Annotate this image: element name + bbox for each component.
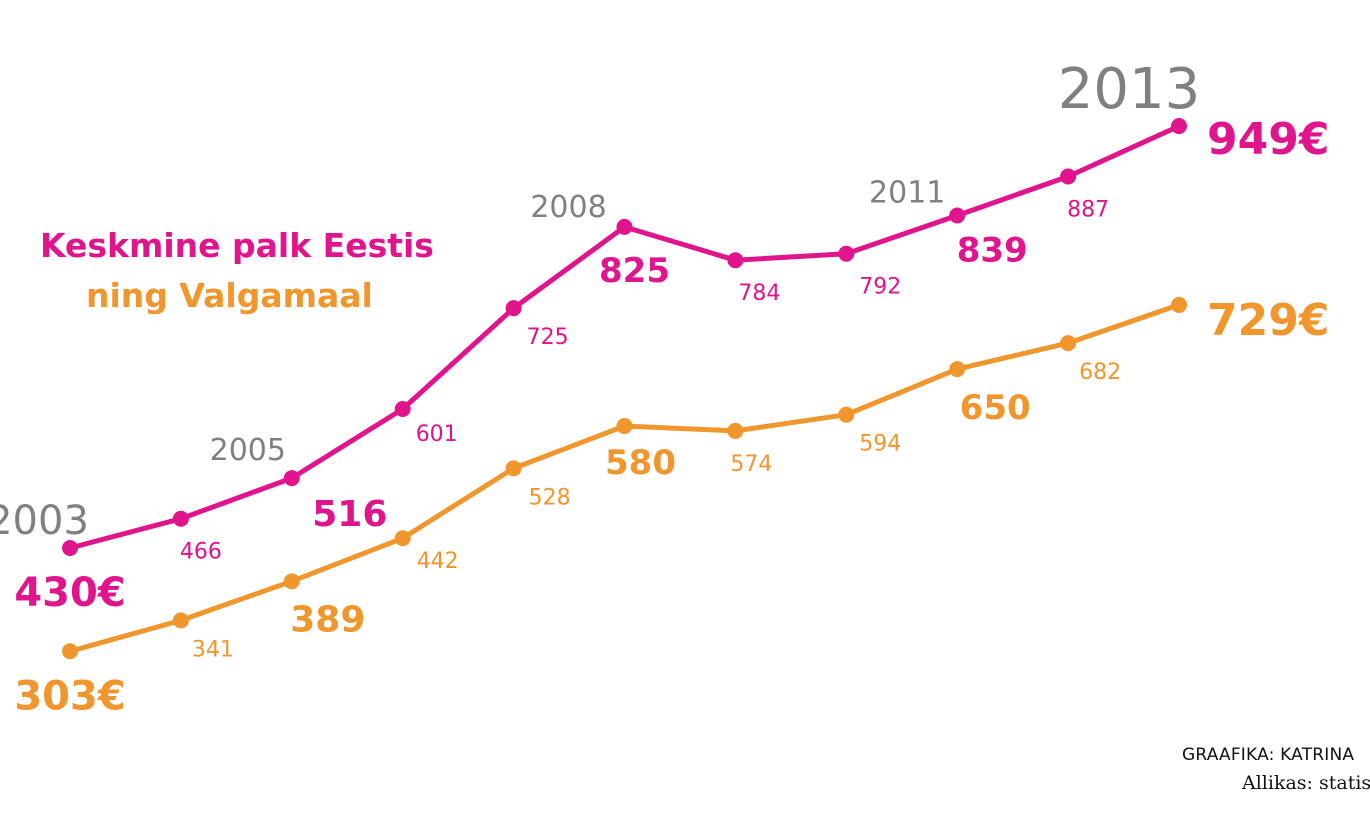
data-label-estonia-2008: 825 (599, 251, 670, 291)
data-point-estonia-2008 (616, 218, 633, 235)
data-point-valgamaa-2010 (838, 406, 855, 423)
year-label-2013: 2013 (1058, 57, 1201, 122)
data-label-estonia-2012: 887 (1067, 197, 1109, 222)
data-point-valgamaa-2005 (283, 573, 300, 590)
data-point-estonia-2003 (62, 540, 78, 556)
data-label-valgamaa-2009: 574 (730, 452, 772, 477)
data-label-valgamaa-2011: 650 (960, 388, 1031, 428)
year-label-2011: 2011 (869, 175, 945, 210)
data-label-estonia-2013: 949€ (1207, 114, 1329, 165)
data-label-estonia-2007: 725 (527, 325, 569, 350)
data-point-estonia-2009 (727, 252, 744, 269)
data-point-valgamaa-2007 (505, 460, 522, 477)
data-label-valgamaa-2006: 442 (417, 549, 459, 574)
data-point-valgamaa-2011 (949, 361, 966, 378)
data-label-valgamaa-2012: 682 (1079, 360, 1121, 385)
chart-title-estonia: Keskmine palk Eestis (40, 226, 434, 265)
graphics-credit: GRAAFIKA: KATRINA (1182, 745, 1355, 765)
data-point-valgamaa-2003 (62, 643, 78, 660)
data-label-valgamaa-2004: 341 (192, 637, 234, 662)
year-label-2008: 2008 (530, 190, 606, 225)
data-label-valgamaa-2005: 389 (290, 599, 365, 640)
data-label-estonia-2010: 792 (859, 275, 901, 300)
data-point-estonia-2006 (394, 400, 411, 417)
data-label-valgamaa-2013: 729€ (1207, 295, 1329, 346)
data-point-valgamaa-2013 (1171, 296, 1187, 313)
series-line-estonia (67, 123, 1182, 551)
data-point-estonia-2012 (1060, 168, 1077, 185)
data-label-valgamaa-2010: 594 (859, 432, 901, 457)
source-note: Allikas: statis (1242, 772, 1370, 794)
data-label-estonia-2004: 466 (180, 540, 222, 565)
data-point-estonia-2005 (283, 470, 300, 487)
data-point-valgamaa-2012 (1060, 335, 1077, 352)
year-label-2003: 2003 (0, 498, 89, 544)
data-label-valgamaa-2003: 303€ (14, 673, 125, 719)
data-label-estonia-2009: 784 (738, 281, 780, 306)
data-label-estonia-2005: 516 (312, 494, 387, 535)
data-point-estonia-2007 (505, 300, 522, 317)
chart-title-valgamaa: ning Valgamaal (86, 276, 373, 315)
data-point-valgamaa-2009 (727, 422, 744, 439)
year-label-2005: 2005 (210, 433, 286, 468)
data-point-valgamaa-2008 (616, 418, 633, 435)
data-point-estonia-2011 (949, 207, 966, 224)
data-point-estonia-2013 (1171, 118, 1187, 135)
data-label-estonia-2011: 839 (957, 230, 1028, 270)
data-label-valgamaa-2007: 528 (529, 485, 571, 510)
data-label-estonia-2006: 601 (416, 422, 458, 447)
data-point-valgamaa-2006 (394, 530, 411, 547)
data-label-valgamaa-2008: 580 (605, 443, 676, 483)
data-point-estonia-2010 (838, 245, 855, 262)
data-label-estonia-2003: 430€ (14, 570, 125, 616)
data-point-valgamaa-2004 (172, 612, 189, 629)
data-point-estonia-2004 (172, 510, 189, 527)
